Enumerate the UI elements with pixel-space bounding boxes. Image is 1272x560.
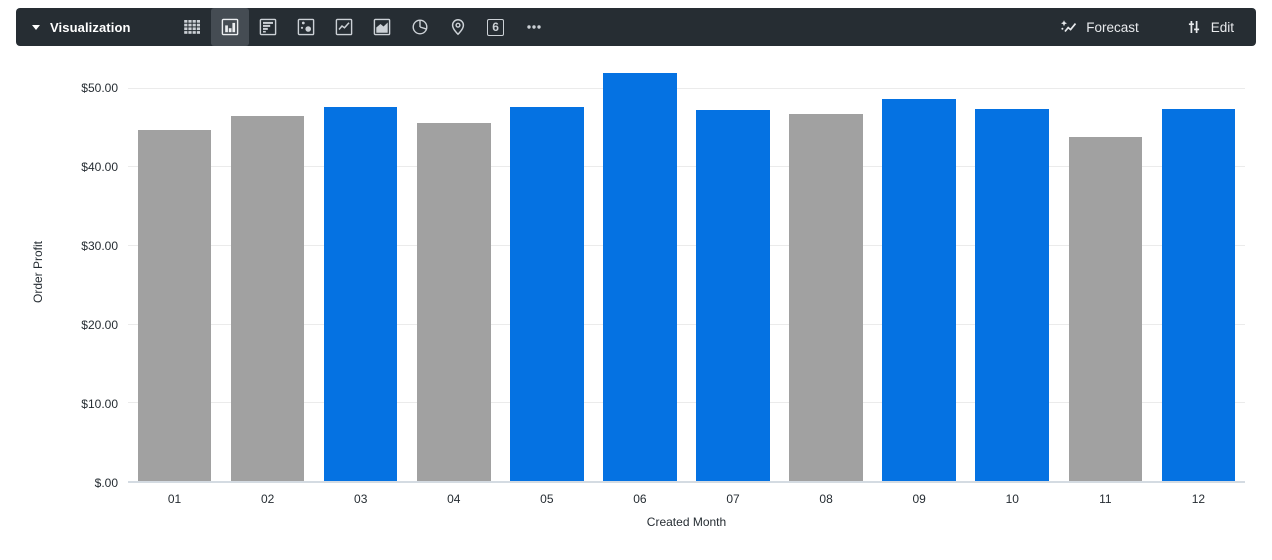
x-tick-label: 06 (633, 492, 647, 506)
bar-03[interactable] (323, 107, 398, 481)
bar-chart: Order Profit $.00 $10.00 $20.00 $30.00 $40.0… (0, 46, 1272, 560)
x-tick-label: 08 (819, 492, 833, 506)
forecast-label: Forecast (1086, 19, 1139, 35)
bar-slot (593, 60, 686, 481)
bar-slot (780, 60, 873, 481)
viz-type-column-button[interactable] (210, 8, 249, 46)
x-tick-label: 02 (260, 492, 275, 506)
viz-type-bar-button[interactable] (249, 8, 287, 46)
x-axis-title: Created Month (646, 515, 727, 529)
viz-type-map-button[interactable] (439, 8, 477, 46)
bar-07[interactable] (696, 109, 770, 481)
line-chart-icon (335, 18, 352, 36)
visualization-toolbar: Visualization (16, 8, 1256, 46)
bar-slot (407, 60, 500, 481)
bar-09[interactable] (882, 98, 956, 481)
bar-series (128, 60, 1245, 481)
edit-sliders-icon (1188, 21, 1199, 33)
bar-04[interactable] (417, 122, 491, 481)
bar-01[interactable] (137, 130, 212, 481)
viz-type-area-button[interactable] (363, 8, 401, 46)
toolbar-right-actions: Forecast Edit (1059, 18, 1234, 36)
gridline (128, 166, 1245, 168)
bar-11[interactable] (1068, 137, 1143, 481)
viz-type-more-button[interactable] (515, 8, 553, 46)
y-tick-label: $40.00 (81, 159, 118, 174)
bar-slot (500, 60, 593, 481)
gridline (128, 323, 1245, 325)
y-tick-label: $.00 (94, 476, 118, 490)
bar-slot (128, 60, 221, 481)
x-tick-label: 05 (540, 492, 554, 506)
edit-button[interactable]: Edit (1185, 18, 1234, 36)
viz-type-line-button[interactable] (325, 8, 363, 46)
x-tick-label: 03 (354, 492, 368, 506)
y-tick-label: $20.00 (81, 317, 118, 332)
edit-label: Edit (1210, 19, 1234, 35)
bar-slot (873, 60, 966, 481)
pie-chart-icon (412, 19, 428, 35)
chevron-down-icon (32, 24, 40, 30)
bar-slot (221, 60, 314, 481)
single-value-icon: 6 (487, 18, 505, 36)
viz-type-scatter-button[interactable] (287, 8, 325, 46)
x-tick-label: 07 (726, 492, 740, 506)
area-chart-icon (373, 18, 390, 36)
bar-05[interactable] (510, 107, 584, 481)
bar-slot (1059, 60, 1152, 481)
y-tick-label: $10.00 (81, 396, 118, 411)
forecast-button[interactable]: Forecast (1059, 18, 1139, 36)
x-tick-label: 01 (167, 492, 182, 506)
bar-slot (966, 60, 1059, 481)
y-axis-ticks: $.00 $10.00 $20.00 $30.00 $40.00 $50.00 (0, 60, 118, 490)
x-tick-label: 04 (447, 492, 461, 506)
viz-type-single-value-button[interactable]: 6 (477, 8, 515, 46)
x-tick-label: 12 (1191, 492, 1206, 506)
x-tick-label: 09 (912, 492, 926, 506)
bar-slot (1152, 60, 1245, 481)
bar-02[interactable] (230, 115, 305, 481)
x-tick-label: 11 (1099, 492, 1112, 506)
gridline (128, 402, 1245, 404)
scatter-plot-icon (297, 18, 314, 36)
bar-12[interactable] (1161, 108, 1236, 481)
gridline (128, 244, 1245, 246)
plot-area (128, 60, 1245, 483)
bar-slot (686, 60, 779, 481)
bar-06[interactable] (603, 72, 677, 481)
bar-10[interactable] (975, 108, 1049, 481)
gridline (128, 87, 1245, 89)
visualization-dropdown-label: Visualization (50, 19, 131, 35)
viz-type-pie-button[interactable] (401, 8, 439, 46)
table-icon (183, 20, 200, 34)
single-value-glyph: 6 (492, 20, 499, 34)
bar-08[interactable] (789, 113, 863, 481)
bar-slot (314, 60, 407, 481)
map-pin-icon (451, 19, 464, 36)
x-tick-label: 10 (1005, 492, 1019, 506)
column-chart-icon (221, 18, 238, 36)
viz-type-switcher: 6 (173, 8, 553, 46)
forecast-sparkle-icon (1061, 20, 1077, 33)
y-tick-label: $30.00 (81, 238, 118, 253)
visualization-dropdown[interactable]: Visualization (32, 20, 131, 35)
ellipsis-icon (526, 25, 541, 29)
bar-chart-icon (259, 18, 276, 36)
y-tick-label: $50.00 (81, 80, 118, 95)
viz-type-table-button[interactable] (173, 8, 211, 46)
x-axis-ticks: 01 02 03 04 05 06 07 08 09 10 11 12 (128, 492, 1245, 506)
